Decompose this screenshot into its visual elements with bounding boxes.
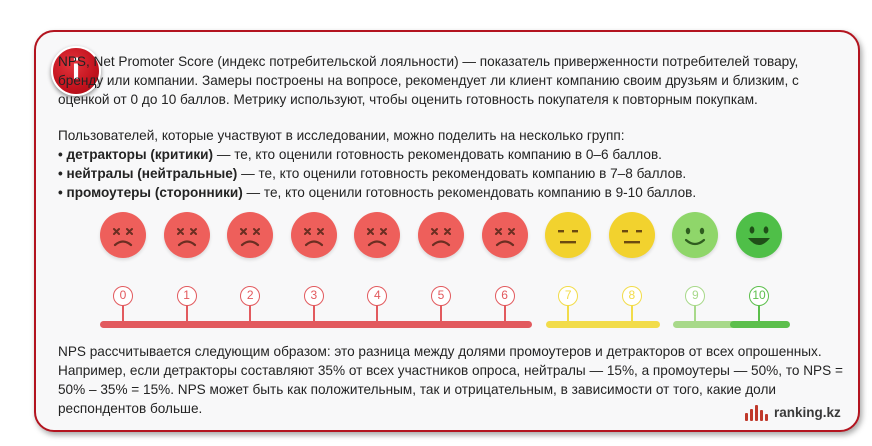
ranking-logo: ranking.kz — [745, 403, 841, 421]
logo-text: ranking.kz — [774, 405, 841, 420]
calculation-paragraph: NPS рассчитывается следующим образом: эт… — [58, 342, 843, 418]
paragraph-line: 50% – 35% = 15%. NPS может быть как поло… — [58, 382, 776, 397]
groups-intro: Пользователей, которые участвуют в иссле… — [58, 128, 625, 143]
logo-bars-icon — [745, 405, 768, 421]
group-neutrals: • нейтралы (нейтральные) — те, кто оцени… — [58, 166, 687, 181]
paragraph-line: NPS, Net Promoter Score (индекс потребит… — [58, 54, 799, 69]
paragraph-line: оценкой от 0 до 10 баллов. Метрику испол… — [58, 92, 758, 107]
paragraph-line: бренду или компании. Замеры построены на… — [58, 73, 799, 88]
info-icon: i — [51, 46, 101, 96]
paragraph-line: NPS рассчитывается следующим образом: эт… — [58, 344, 822, 359]
groups-paragraph: Пользователей, которые участвуют в иссле… — [58, 126, 696, 202]
paragraph-line: Например, если детракторы составляют 35%… — [58, 363, 843, 378]
intro-paragraph: NPS, Net Promoter Score (индекс потребит… — [58, 52, 799, 109]
paragraph-line: респондентов больше. — [58, 401, 203, 416]
group-detractors: • детракторы (критики) — те, кто оценили… — [58, 147, 662, 162]
group-promoters: • промоутеры (сторонники) — те, кто оцен… — [58, 185, 697, 200]
